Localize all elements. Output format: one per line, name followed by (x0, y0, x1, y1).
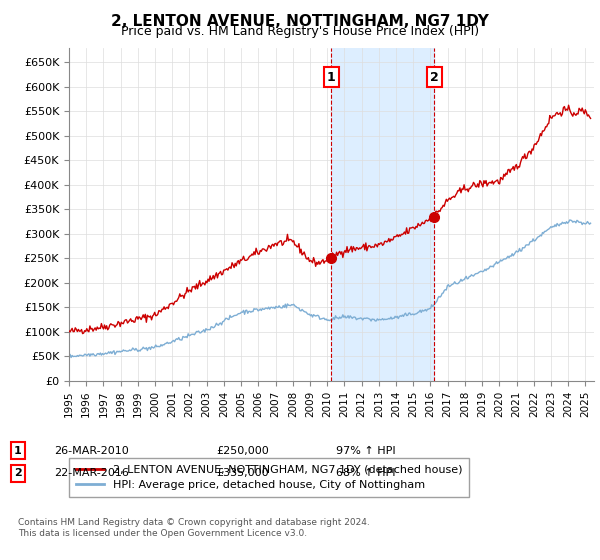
Text: 2: 2 (430, 71, 439, 83)
Text: £250,000: £250,000 (216, 446, 269, 456)
Text: £335,000: £335,000 (216, 468, 269, 478)
Text: 97% ↑ HPI: 97% ↑ HPI (336, 446, 395, 456)
Text: 1: 1 (327, 71, 335, 83)
Text: 2, LENTON AVENUE, NOTTINGHAM, NG7 1DY: 2, LENTON AVENUE, NOTTINGHAM, NG7 1DY (111, 14, 489, 29)
Text: 1: 1 (14, 446, 22, 456)
Text: 22-MAR-2016: 22-MAR-2016 (54, 468, 129, 478)
Text: Price paid vs. HM Land Registry's House Price Index (HPI): Price paid vs. HM Land Registry's House … (121, 25, 479, 38)
Text: 26-MAR-2010: 26-MAR-2010 (54, 446, 129, 456)
Text: 2: 2 (14, 468, 22, 478)
Text: 68% ↑ HPI: 68% ↑ HPI (336, 468, 395, 478)
Legend: 2, LENTON AVENUE, NOTTINGHAM, NG7 1DY (detached house), HPI: Average price, deta: 2, LENTON AVENUE, NOTTINGHAM, NG7 1DY (d… (70, 458, 469, 497)
Bar (331, 48, 434, 381)
Text: Contains HM Land Registry data © Crown copyright and database right 2024.
This d: Contains HM Land Registry data © Crown c… (18, 518, 370, 538)
